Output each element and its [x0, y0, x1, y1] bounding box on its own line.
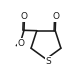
Text: S: S: [45, 57, 51, 66]
Text: O: O: [18, 39, 25, 48]
Text: O: O: [21, 12, 28, 21]
Text: O: O: [52, 12, 59, 21]
